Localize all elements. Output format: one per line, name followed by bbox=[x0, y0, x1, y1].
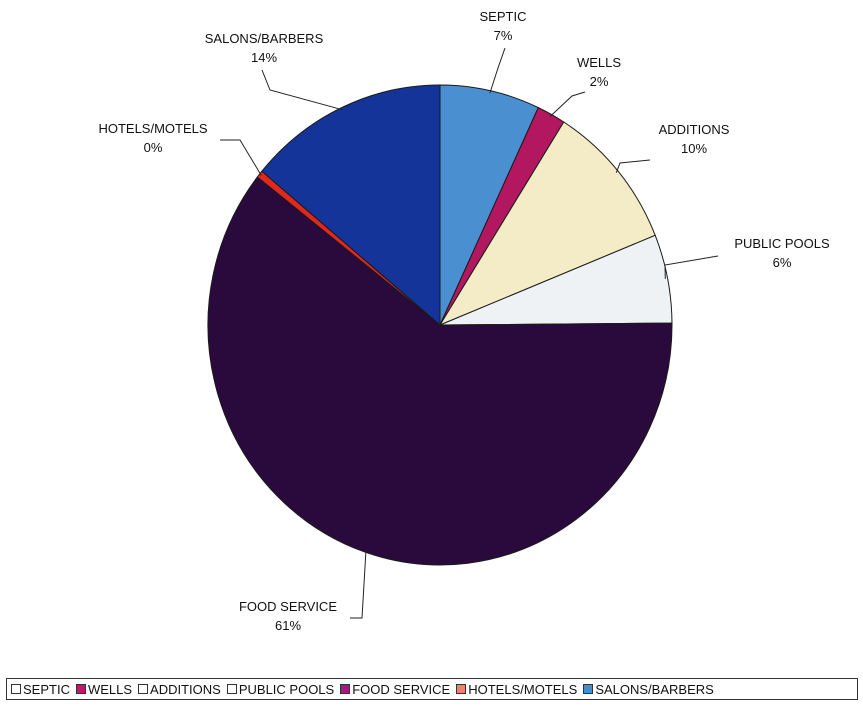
legend-item-wells: WELLS bbox=[75, 681, 133, 697]
label-additions-value: 10% bbox=[681, 141, 707, 156]
legend-label-food-service: FOOD SERVICE bbox=[352, 681, 451, 697]
leader-line-additions bbox=[615, 159, 651, 173]
pie-slice-food-service bbox=[207, 176, 673, 566]
leader-line-public-pools bbox=[664, 255, 719, 279]
label-septic-value: 7% bbox=[494, 28, 513, 43]
label-additions-name: ADDITIONS bbox=[659, 122, 730, 137]
legend-item-septic: SEPTIC bbox=[11, 682, 70, 697]
legend-item-hotels-motels: HOTELS/MOTELS bbox=[456, 682, 577, 697]
legend-label-additions: ADDITIONS bbox=[150, 681, 221, 697]
leader-line-wells bbox=[549, 91, 586, 117]
legend-swatch-public-pools bbox=[226, 684, 237, 694]
legend-swatch-wells bbox=[75, 684, 86, 694]
legend-label-septic: SEPTIC bbox=[23, 681, 70, 697]
label-hotels-motels-name: HOTELS/MOTELS bbox=[98, 121, 207, 136]
leader-line-salons-barbers bbox=[261, 69, 343, 111]
label-salons-barbers-value: 14% bbox=[251, 50, 277, 65]
pie-slice-additions bbox=[438, 121, 656, 327]
legend-swatch-septic bbox=[11, 684, 21, 694]
leader-line-food-service bbox=[350, 549, 367, 619]
label-public-pools-value: 6% bbox=[773, 255, 792, 270]
label-food-service-name: FOOD SERVICE bbox=[239, 599, 337, 614]
leader-lines bbox=[220, 47, 719, 619]
label-septic-name: SEPTIC bbox=[480, 9, 527, 24]
legend-item-public-pools: PUBLIC POOLS bbox=[226, 681, 335, 697]
legend-label-wells: WELLS bbox=[87, 681, 133, 697]
leader-line-septic bbox=[489, 47, 506, 94]
leader-line-hotels-motels bbox=[220, 139, 262, 176]
legend-swatch-salons-barbers bbox=[583, 684, 594, 694]
legend-label-public-pools: PUBLIC POOLS bbox=[238, 681, 335, 697]
legend-swatch-food-service bbox=[340, 684, 351, 694]
legend-label-salons-barbers: SALONS/BARBERS bbox=[595, 681, 714, 697]
pie-chart: SEPTIC 7% WELLS 2% ADDITIONS 10% PUBLIC … bbox=[98, 9, 830, 633]
label-hotels-motels-value: 0% bbox=[144, 140, 163, 155]
label-public-pools-name: PUBLIC POOLS bbox=[734, 236, 830, 251]
pie-slices bbox=[207, 84, 673, 566]
legend-item-salons-barbers: SALONS/BARBERS bbox=[583, 682, 714, 697]
pie-slice-salons-barbers bbox=[261, 84, 441, 327]
label-salons-barbers-name: SALONS/BARBERS bbox=[205, 31, 324, 46]
label-food-service-value: 61% bbox=[275, 618, 301, 633]
label-wells-value: 2% bbox=[590, 74, 609, 89]
legend-item-food-service: FOOD SERVICE bbox=[340, 682, 450, 697]
legend-swatch-additions bbox=[138, 684, 149, 694]
chart-legend: SEPTIC WELLS ADDITIONS PUBLIC POOLS FOOD… bbox=[6, 678, 858, 700]
label-wells-name: WELLS bbox=[577, 55, 621, 70]
legend-item-additions: ADDITIONS bbox=[138, 682, 221, 697]
legend-label-hotels-motels: HOTELS/MOTELS bbox=[468, 681, 578, 697]
legend-swatch-hotels-motels bbox=[456, 684, 467, 694]
